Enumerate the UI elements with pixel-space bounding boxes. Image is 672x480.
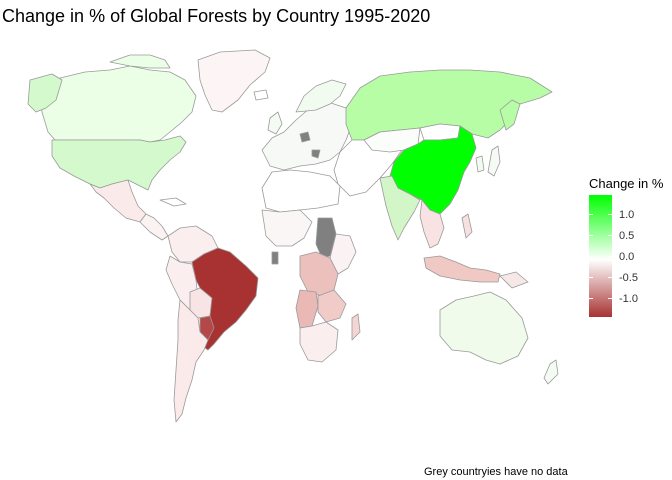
legend-tick-0-0: 0.0 xyxy=(619,251,635,263)
region-canada-islands xyxy=(109,54,171,69)
legend-tickmark xyxy=(608,277,612,278)
region-alaska xyxy=(27,73,63,113)
region-no-data-europe xyxy=(299,131,311,143)
legend-tick-minus-1-0: -1.0 xyxy=(619,293,638,305)
region-caribbean xyxy=(159,197,187,207)
legend-title: Change in % xyxy=(589,176,664,191)
region-indonesia xyxy=(423,255,501,283)
region-new-zealand xyxy=(543,359,559,385)
region-iceland xyxy=(253,89,269,101)
region-southeast-asia xyxy=(419,199,445,249)
region-usa xyxy=(51,135,187,191)
region-north-africa xyxy=(261,169,341,213)
region-angola xyxy=(295,289,319,329)
region-argentina-chile xyxy=(173,299,209,423)
region-philippines xyxy=(461,213,473,239)
legend-tickmark xyxy=(589,214,593,215)
legend-tick-minus-0-5: -0.5 xyxy=(619,272,638,284)
region-no-data-europe-2 xyxy=(311,149,321,159)
region-central-america xyxy=(139,213,169,241)
legend-tickmark xyxy=(608,235,612,236)
legend-color-bar xyxy=(589,195,612,317)
world-map xyxy=(0,40,580,470)
region-japan xyxy=(487,145,501,177)
region-kamchatka xyxy=(499,99,521,131)
legend-tickmark xyxy=(589,235,593,236)
legend-tickmark xyxy=(608,256,612,257)
region-india xyxy=(379,175,421,241)
legend-tick-0-5: 0.5 xyxy=(619,230,635,242)
legend-tick-1-0: 1.0 xyxy=(619,209,635,221)
caption-note: Grey countryies have no data xyxy=(424,466,568,478)
region-liberia xyxy=(271,251,279,265)
legend-tickmark xyxy=(589,256,593,257)
legend-tickmark xyxy=(608,298,612,299)
region-greenland xyxy=(197,49,271,113)
legend-tickmark xyxy=(589,277,593,278)
region-southern-africa xyxy=(299,321,339,363)
legend-tickmark xyxy=(608,214,612,215)
region-zambia xyxy=(317,289,347,323)
legend-tickmark xyxy=(589,298,593,299)
region-scandinavia xyxy=(295,79,347,113)
map-title: Change in % of Global Forests by Country… xyxy=(2,6,431,26)
region-australia xyxy=(439,291,529,365)
region-canada xyxy=(39,65,197,143)
color-legend: Change in % 1.0 0.5 0.0 -0.5 -1.0 xyxy=(589,176,671,326)
region-madagascar xyxy=(351,313,361,341)
region-west-africa xyxy=(261,209,313,247)
region-mongolia xyxy=(419,123,461,141)
region-uk xyxy=(267,111,283,135)
region-korea xyxy=(475,155,485,173)
region-papua xyxy=(499,271,529,289)
region-sudan xyxy=(315,217,337,259)
